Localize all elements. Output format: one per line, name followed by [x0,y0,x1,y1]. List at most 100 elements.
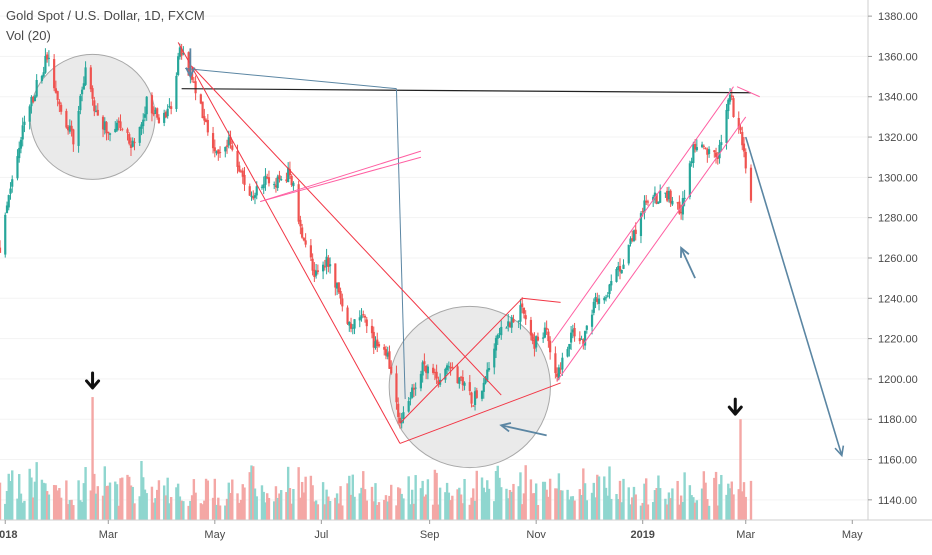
volume-bar [0,482,2,520]
candle-body [412,388,416,390]
volume-bar [496,465,499,520]
volume-bar [651,502,655,520]
volume-bar [739,419,742,520]
volume-bar [714,471,718,520]
candle-body [671,200,674,205]
candle-body [688,163,691,197]
candle-body [365,319,368,327]
volume-bar [16,498,19,520]
volume-bar [622,478,625,520]
candle-body [569,332,573,343]
candle-body [267,177,271,184]
candle-body [358,317,361,321]
volume-bar [217,497,220,520]
volume-bar [199,503,203,520]
pink-wedge-line-1 [260,156,422,203]
volume-bar [390,484,393,520]
volume-bar [580,495,583,520]
candle-body [285,179,288,182]
volume-bar [386,501,389,520]
highlight-circle-1 [29,53,156,180]
candle-body [145,96,148,115]
volume-bar [236,493,239,520]
volume-bar [377,502,381,520]
candle-body [44,55,47,73]
volume-bar [299,497,302,520]
volume-bar [35,462,38,520]
volume-bar [667,492,671,520]
volume-indicator-label: Vol (20) [6,28,51,43]
volume-bar [339,486,342,520]
volume-bar [175,487,178,520]
candle-body [690,161,693,164]
candle-body [641,211,644,213]
candle-body [94,111,98,113]
volume-bar [302,492,306,520]
volume-bar [396,487,400,520]
up-channel-line-1 [556,116,747,382]
volume-bar [7,473,10,520]
volume-bar [252,466,255,520]
volume-bar [548,478,552,520]
candle-body [702,145,705,147]
candle-body [639,213,643,237]
volume-bar [568,499,571,520]
volume-bar [517,486,520,520]
candle-body [35,79,38,97]
candle-body [341,298,344,307]
volume-bar [545,489,548,520]
candle-body [301,227,304,238]
volume-bar [473,500,477,520]
circle-annotations [29,53,551,469]
volume-bar [47,494,51,520]
volume-bar [21,502,24,520]
candle-body [707,149,711,154]
volume-bar [65,480,68,520]
volume-bar [641,502,644,520]
candle-body [517,320,520,322]
time-tick-label: Sep [420,529,440,541]
candle-body [742,143,746,152]
candle-body [549,340,552,353]
candle-body [107,131,110,134]
candle-body [115,122,119,131]
volume-bar [583,483,587,520]
volume-bar [150,486,154,520]
volume-bar [634,494,637,520]
candlesticks [0,43,753,429]
candle-body [615,268,618,282]
time-tick-label: May [842,529,863,541]
candle-body [744,151,747,169]
volume-bar [519,472,522,520]
candle-body [423,361,426,365]
volume-bar [500,487,503,520]
time-tick-label: Jul [314,529,328,541]
candle-body [204,119,208,122]
volume-bar [5,490,9,520]
volume-bar [255,496,258,520]
candle-body [533,339,536,349]
volume-bar [461,503,465,520]
volume-bar [445,482,449,520]
volume-bar [692,497,695,520]
volume-bar [533,493,536,520]
candle-body [604,297,608,299]
candle-body [432,367,435,373]
candle-body [103,121,106,131]
volume-bar [337,503,341,520]
price-tick-label: 1200.00 [878,374,918,386]
volume-bar [444,492,447,520]
volume-bar [566,489,569,520]
candle-body [669,190,672,204]
candle-body [395,373,398,403]
candle-body [114,128,117,132]
candle-body [383,347,386,350]
candle-body [676,202,679,204]
candle-body [299,219,302,227]
candle-body [253,195,257,198]
candle-body [459,376,463,378]
candle-body [178,47,181,57]
volume-bar [676,480,679,520]
candle-body [11,179,14,187]
